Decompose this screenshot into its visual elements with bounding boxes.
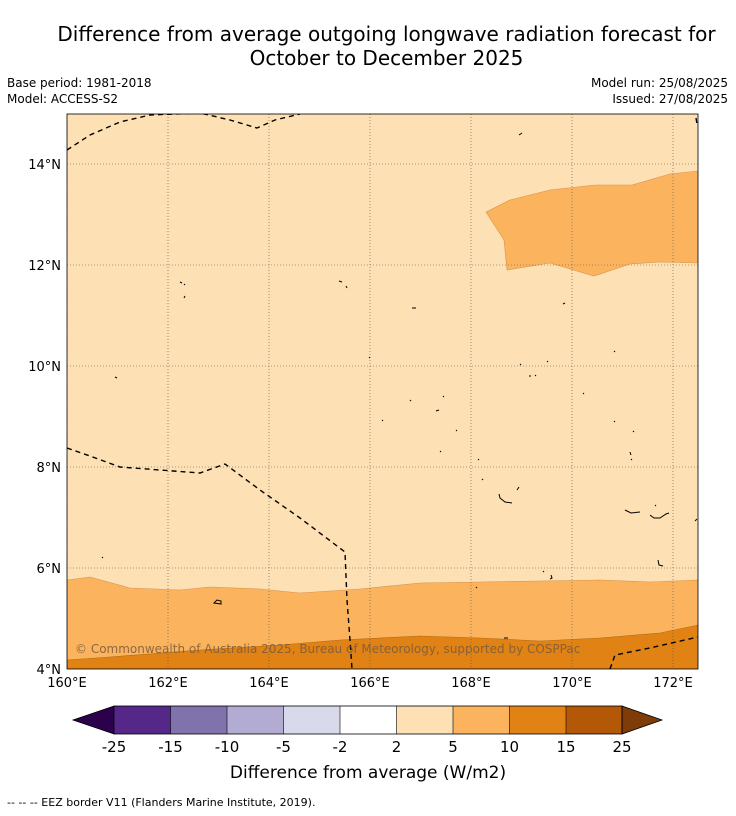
lat-label-10n: 10°N [28,360,61,375]
colorbar-bin-neg5-neg2 [283,706,340,734]
copyright-notice: © Commonwealth of Australia 2025, Bureau… [75,642,580,656]
lat-axis: 14°N 12°N 10°N 8°N 6°N 4°N [28,158,61,678]
colorbar-tick: 10 [500,738,519,756]
colorbar-frame [113,705,623,735]
anomaly-region-5-10-northeast [485,170,698,277]
lon-axis: 160°E 162°E 164°E 166°E 168°E 170°E 172°… [47,676,693,691]
lon-label-170e: 170°E [552,676,592,691]
colorbar-tick: -2 [333,738,348,756]
lon-label-166e: 166°E [350,676,390,691]
colorbar-extend-high [621,705,664,735]
colorbar-bin-neg10-neg5 [227,706,284,734]
colorbar-bin-15-25 [566,706,622,734]
meta-left: Base period: 1981-2018 Model: ACCESS-S2 [7,75,152,107]
lon-label-168e: 168°E [451,676,491,691]
colorbar-tick: -5 [276,738,291,756]
colorbar-tick: 25 [612,738,631,756]
chart-title: Difference from average outgoing longwav… [0,22,736,70]
lon-label-160e: 160°E [47,676,87,691]
colorbar-bin-neg2-2 [340,706,397,734]
lat-label-12n: 12°N [28,259,61,274]
lat-label-6n: 6°N [37,562,62,577]
colorbar-tick: 5 [448,738,458,756]
title-line-1: Difference from average outgoing longwav… [57,22,716,46]
lon-label-162e: 162°E [148,676,188,691]
title-line-2: October to December 2025 [249,46,524,70]
lon-label-172e: 172°E [653,676,693,691]
colorbar-tick: -10 [215,738,240,756]
base-period: Base period: 1981-2018 [7,76,152,90]
colorbar-title: Difference from average (W/m2) [230,763,506,783]
colorbar-tick: 15 [556,738,575,756]
colorbar-ticks: -25 -15 -10 -5 -2 2 5 10 15 25 [102,738,632,756]
colorbar-tick: -25 [102,738,127,756]
colorbar-bin-neg25-neg15 [114,706,171,734]
anomaly-region-10-15 [67,624,698,669]
colorbar-tick: 2 [392,738,402,756]
colorbar-tick: -15 [158,738,183,756]
colorbar-extend-low [71,705,115,735]
lat-label-4n: 4°N [37,663,62,678]
colorbar-bin-2-5 [396,706,453,734]
lat-label-8n: 8°N [37,461,62,476]
colorbar-bin-10-15 [509,706,566,734]
colorbar: -25 -15 -10 -5 -2 2 5 10 15 25 Differenc… [71,705,664,783]
colorbar-bin-5-10 [453,706,510,734]
eez-borders [67,114,698,669]
lat-label-14n: 14°N [28,158,61,173]
lon-label-164e: 164°E [249,676,289,691]
map-frame [66,113,699,670]
issued-date: Issued: 27/08/2025 [612,92,728,106]
colorbar-bin-neg15-neg10 [170,706,227,734]
graticule [67,114,698,669]
eez-footnote: -- -- -- EEZ border V11 (Flanders Marine… [7,796,316,809]
colorbar-dividers [170,706,567,734]
map-plot-area: © Commonwealth of Australia 2025, Bureau… [67,114,698,669]
model-name: Model: ACCESS-S2 [7,92,119,106]
model-run: Model run: 25/08/2025 [590,76,728,90]
meta-right: Model run: 25/08/2025 Issued: 27/08/2025 [591,75,728,107]
island-outlines [101,132,698,639]
